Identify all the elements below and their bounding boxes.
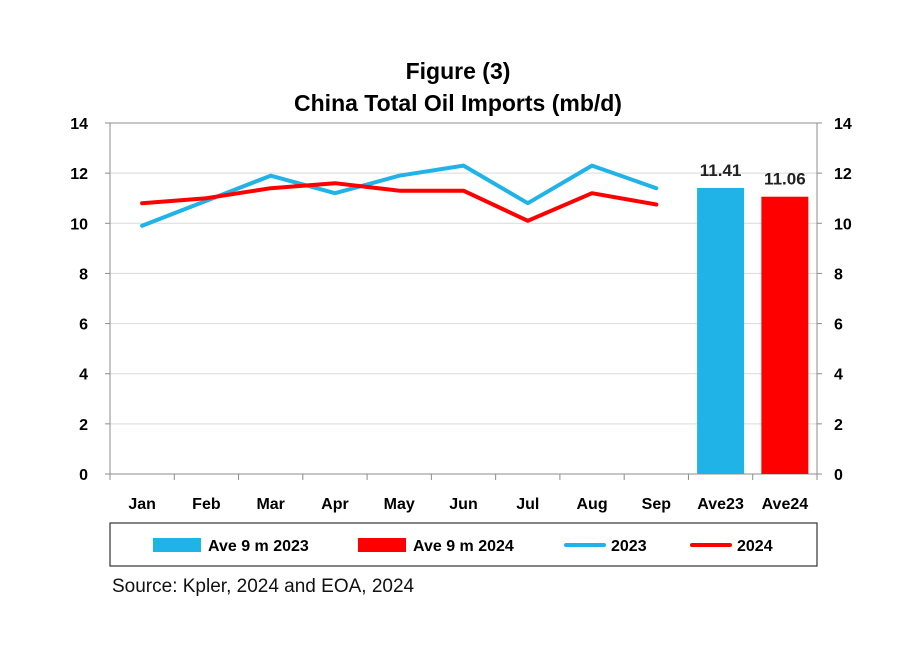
x-tick-label: Ave23 xyxy=(697,496,744,513)
x-tick-label: Jul xyxy=(516,496,539,513)
y-tick-label-left: 2 xyxy=(79,417,88,434)
bar-ave23 xyxy=(697,188,744,474)
source-note: Source: Kpler, 2024 and EOA, 2024 xyxy=(112,576,414,598)
chart-title: Figure (3) xyxy=(406,58,511,84)
y-tick-label-right: 6 xyxy=(834,317,843,334)
x-tick-label: Ave24 xyxy=(762,496,809,513)
y-tick-label-right: 0 xyxy=(834,467,843,484)
x-tick-label: May xyxy=(384,496,415,513)
y-tick-label-left: 14 xyxy=(70,116,88,133)
x-tick-label: Feb xyxy=(192,496,221,513)
y-tick-label-right: 10 xyxy=(834,216,852,233)
bar-data-label: 11.06 xyxy=(764,170,806,189)
bar-data-label: 11.41 xyxy=(700,161,742,180)
y-tick-label-right: 8 xyxy=(834,266,843,283)
legend-label: Ave 9 m 2023 xyxy=(208,538,309,555)
x-tick-label: Apr xyxy=(321,496,349,513)
x-tick-label: Sep xyxy=(642,496,672,513)
y-tick-label-right: 4 xyxy=(834,367,843,384)
x-tick-label: Jan xyxy=(128,496,156,513)
legend-swatch-bar xyxy=(153,538,201,552)
x-tick-label: Mar xyxy=(256,496,284,513)
y-tick-label-right: 2 xyxy=(834,417,843,434)
legend-label: Ave 9 m 2024 xyxy=(413,538,514,555)
x-tick-label: Jun xyxy=(449,496,477,513)
y-tick-label-left: 8 xyxy=(79,266,88,283)
bar-ave24 xyxy=(761,197,808,474)
y-tick-label-left: 0 xyxy=(79,467,88,484)
y-tick-label-left: 12 xyxy=(70,166,88,183)
series-line-2024 xyxy=(142,183,656,221)
y-tick-label-right: 12 xyxy=(834,166,852,183)
x-tick-label: Aug xyxy=(576,496,607,513)
y-tick-label-left: 4 xyxy=(79,367,88,384)
chart-subtitle: China Total Oil Imports (mb/d) xyxy=(294,90,622,116)
legend-label: 2023 xyxy=(611,538,647,555)
legend-swatch-bar xyxy=(358,538,406,552)
y-tick-label-left: 10 xyxy=(70,216,88,233)
y-tick-label-right: 14 xyxy=(834,116,852,133)
legend-label: 2024 xyxy=(737,538,773,555)
y-tick-label-left: 6 xyxy=(79,317,88,334)
